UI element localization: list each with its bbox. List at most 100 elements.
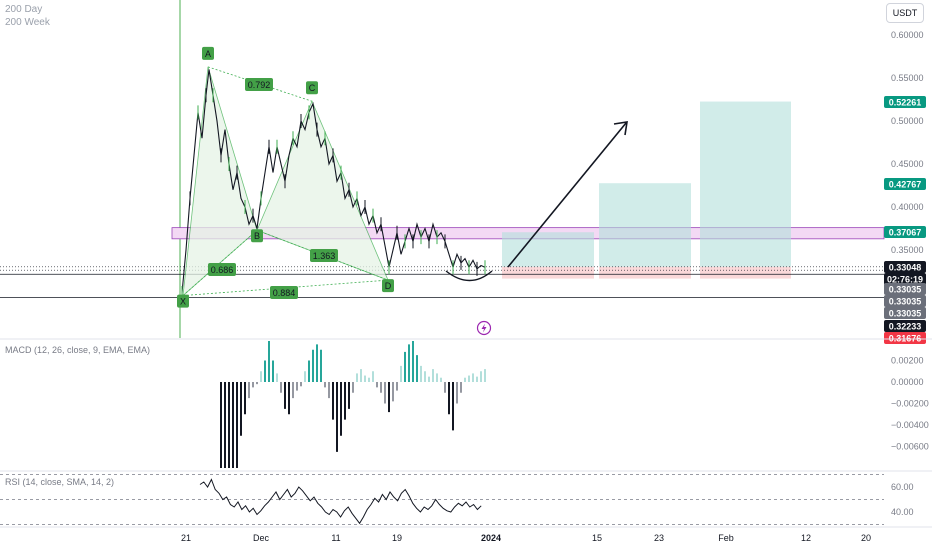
price-tag-text: 02:76:19 xyxy=(887,275,923,285)
pattern-point-d-label: D xyxy=(382,279,394,293)
stop-box-3 xyxy=(700,266,791,279)
point-label-bg xyxy=(251,229,263,243)
time-axis-label: 21 xyxy=(181,533,191,543)
ratio-label-bg xyxy=(208,263,236,276)
macd-histogram-bar xyxy=(316,344,318,382)
macd-histogram-bar xyxy=(224,382,226,468)
ratio-label-bg xyxy=(245,78,273,91)
stop-box-1 xyxy=(502,266,594,279)
macd-histogram-bar xyxy=(236,382,238,468)
macd-histogram-bar xyxy=(268,341,270,382)
macd-histogram-bar xyxy=(448,382,450,415)
ratio-label-text: 1.363 xyxy=(313,251,336,261)
macd-histogram-bar xyxy=(308,360,310,382)
ma-200-week-label[interactable]: 200 Week xyxy=(5,17,50,28)
ratio-label-text: 0.884 xyxy=(273,288,296,298)
target-box-1 xyxy=(502,232,594,267)
macd-histogram-bar xyxy=(384,382,386,404)
macd-label: MACD (12, 26, close, 9, EMA, EMA) xyxy=(5,345,150,355)
price-tag: 02:76:19 xyxy=(884,273,926,285)
macd-histogram-bar xyxy=(300,382,302,387)
pattern-point-a-label: A xyxy=(202,46,214,60)
price-tag-bg xyxy=(884,295,926,307)
pattern-triangle-xab xyxy=(182,66,258,297)
macd-histogram-bar xyxy=(460,382,462,393)
price-tag-bg xyxy=(884,283,926,295)
currency-button[interactable]: USDT xyxy=(886,3,924,23)
ratio-label-2: 0.686 xyxy=(208,263,236,276)
macd-histogram-bar xyxy=(404,351,406,382)
macd-histogram-bar xyxy=(468,375,470,382)
macd-histogram-bar xyxy=(368,377,370,382)
time-axis-label: 19 xyxy=(392,533,402,543)
macd-histogram-bar xyxy=(320,349,322,382)
macd-histogram-bar xyxy=(232,382,234,468)
macd-histogram-bar xyxy=(276,373,278,382)
macd-histogram-bar xyxy=(336,382,338,452)
macd-histogram-bar xyxy=(312,349,314,382)
macd-histogram-bar xyxy=(400,365,402,382)
point-label-bg xyxy=(382,279,394,293)
macd-histogram-bar xyxy=(420,365,422,382)
time-axis-label: 12 xyxy=(801,533,811,543)
macd-histogram-bar xyxy=(480,371,482,382)
macd-histogram-bar xyxy=(472,373,474,382)
macd-histogram-bar xyxy=(252,382,254,388)
ma-200-day-label[interactable]: 200 Day xyxy=(5,4,43,15)
macd-histogram-bar xyxy=(348,382,350,409)
macd-histogram-bar xyxy=(432,369,434,382)
macd-histogram-bar xyxy=(280,382,282,393)
point-label-bg xyxy=(306,81,318,95)
point-label-text: D xyxy=(385,281,392,291)
point-label-text: A xyxy=(205,49,211,59)
macd-histogram-bar xyxy=(332,382,334,420)
macd-histogram-bar xyxy=(416,355,418,382)
price-tag-bg xyxy=(884,96,926,108)
price-tag-bg xyxy=(884,332,926,344)
macd-scale-tick: 0.00000 xyxy=(891,377,924,387)
price-scale-tick: 0.45000 xyxy=(891,159,924,169)
pattern-point-c-label: C xyxy=(306,81,318,95)
price-tag: 0.37067 xyxy=(884,226,926,238)
time-axis-label: 2024 xyxy=(481,533,501,543)
price-scale-tick: 0.55000 xyxy=(891,73,924,83)
cup-curve xyxy=(445,270,493,282)
macd-histogram-bar xyxy=(340,382,342,436)
macd-histogram-bar xyxy=(380,382,382,393)
macd-histogram-bar xyxy=(296,382,298,391)
price-tag-text: 0.33035 xyxy=(889,309,922,319)
price-tag-text: 0.37067 xyxy=(889,228,922,238)
macd-histogram-bar xyxy=(220,382,222,468)
rsi-scale-tick: 60.00 xyxy=(891,482,914,492)
ratio-line-bd xyxy=(256,229,389,281)
macd-histogram-bar xyxy=(396,382,398,391)
price-scale-tick: 0.50000 xyxy=(891,116,924,126)
ratio-label-1: 0.792 xyxy=(245,78,273,91)
price-tag-text: 0.33035 xyxy=(889,297,922,307)
price-scale-tick: 0.40000 xyxy=(891,202,924,212)
price-tag: 0.52261 xyxy=(884,96,926,108)
macd-scale-tick: −0.00600 xyxy=(891,442,929,452)
macd-histogram-bar xyxy=(244,382,246,415)
price-tag-text: 0.42767 xyxy=(889,180,922,190)
macd-histogram-bar xyxy=(264,360,266,382)
macd-scale-tick: 0.00200 xyxy=(891,356,924,366)
time-axis-label: 23 xyxy=(654,533,664,543)
time-axis-label: 15 xyxy=(592,533,602,543)
macd-histogram-bar xyxy=(260,371,262,382)
macd-histogram-bar xyxy=(456,382,458,404)
price-tag-bg xyxy=(884,226,926,238)
macd-scale-tick: −0.00200 xyxy=(891,399,929,409)
price-tag-text: 0.33035 xyxy=(889,285,922,295)
price-scale-tick: 0.35000 xyxy=(891,245,924,255)
macd-histogram-bar xyxy=(372,371,374,382)
price-scale-tick: 0.60000 xyxy=(891,30,924,40)
time-axis-label: Feb xyxy=(718,533,734,543)
time-axis-label: 20 xyxy=(861,533,871,543)
macd-histogram-bar xyxy=(436,373,438,382)
macd-histogram-bar xyxy=(240,382,242,436)
lightning-icon xyxy=(476,320,492,336)
macd-histogram-bar xyxy=(344,382,346,420)
